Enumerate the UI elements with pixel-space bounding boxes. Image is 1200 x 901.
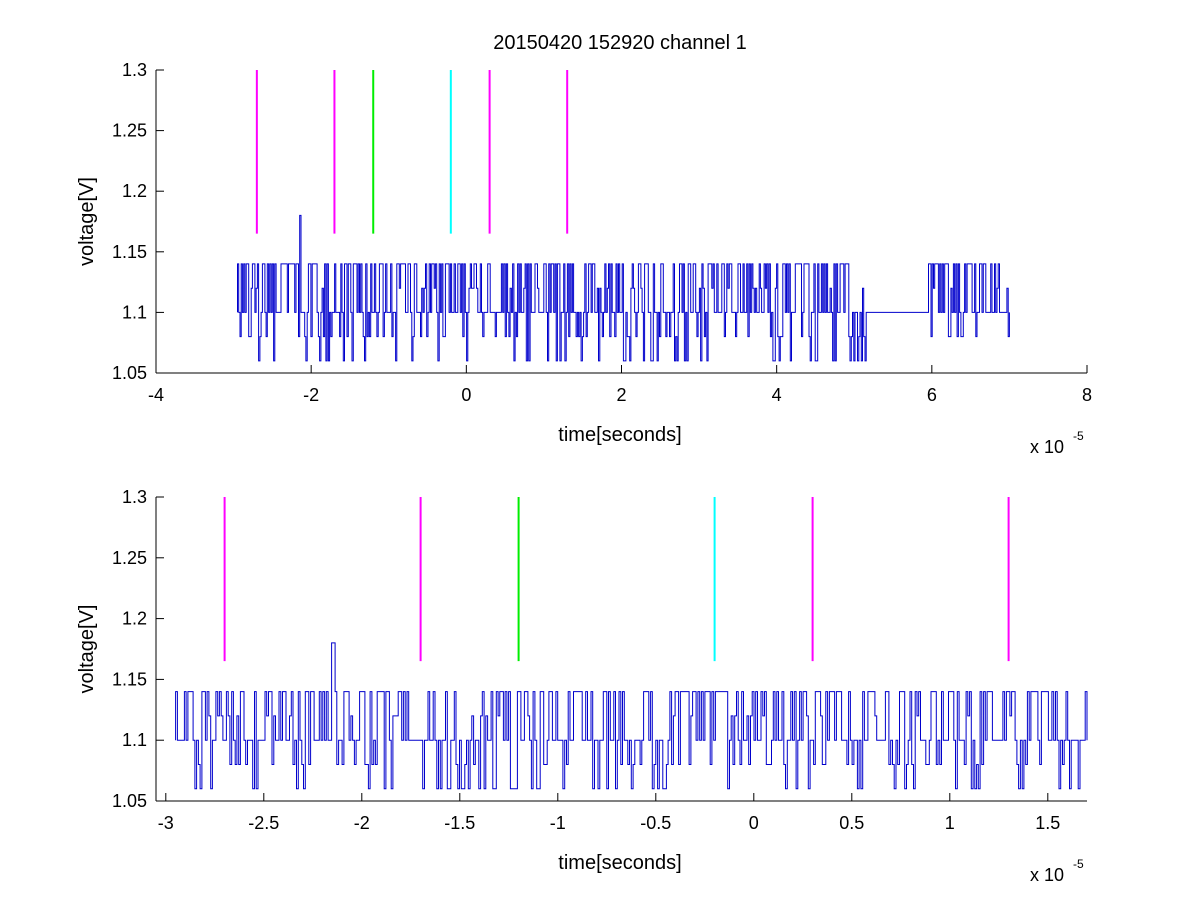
- y-tick-label: 1.25: [112, 121, 147, 141]
- x-tick-label: -2.5: [248, 813, 279, 833]
- x-tick-label: 1: [945, 813, 955, 833]
- x-tick-label: 8: [1082, 385, 1092, 405]
- y-tick-label: 1.1: [122, 302, 147, 322]
- x-multiplier-exponent: -5: [1073, 857, 1084, 871]
- x-multiplier-exponent: -5: [1073, 429, 1084, 443]
- y-axis-label: voltage[V]: [76, 605, 98, 694]
- x-tick-label: -1.5: [444, 813, 475, 833]
- x-tick-label: -1: [550, 813, 566, 833]
- top-plot: -4 -2 0 2 4 6 8 1.05 1.1 1.15 1.2 1.25 1.3 time[secon…: [76, 60, 1092, 457]
- x-tick-label: -0.5: [640, 813, 671, 833]
- y-tick-label: 1.15: [112, 242, 147, 262]
- y-tick-label: 1.2: [122, 181, 147, 201]
- x-tick-label: -2: [354, 813, 370, 833]
- x-tick-label: 6: [927, 385, 937, 405]
- y-tick-label: 1.15: [112, 669, 147, 689]
- y-tick-label: 1.05: [112, 791, 147, 811]
- x-tick-label: -3: [158, 813, 174, 833]
- figure-title: 20150420 152920 channel 1: [493, 32, 747, 54]
- x-tick-label: -4: [148, 385, 164, 405]
- x-multiplier-label: x 10: [1030, 437, 1064, 457]
- x-axis-label: time[seconds]: [558, 852, 681, 874]
- y-tick-label: 1.2: [122, 609, 147, 629]
- x-tick-label: 0: [749, 813, 759, 833]
- x-tick-label: 0: [461, 385, 471, 405]
- x-tick-label: 1.5: [1035, 813, 1060, 833]
- y-tick-label: 1.25: [112, 548, 147, 568]
- y-tick-label: 1.05: [112, 363, 147, 383]
- voltage-trace: [237, 214, 1010, 362]
- x-tick-label: 0.5: [839, 813, 864, 833]
- y-tick-label: 1.1: [122, 730, 147, 750]
- x-tick-label: 4: [772, 385, 782, 405]
- y-tick-label: 1.3: [122, 60, 147, 80]
- x-multiplier-label: x 10: [1030, 865, 1064, 885]
- x-tick-label: 2: [616, 385, 626, 405]
- y-axis-label: voltage[V]: [76, 177, 98, 266]
- voltage-trace: [175, 642, 1088, 790]
- bottom-plot: -3 -2.5 -2 -1.5 -1 -0.5 0 0.5 1 1.5 1.05 1.1 1.15 1.2…: [76, 487, 1088, 885]
- x-tick-label: -2: [303, 385, 319, 405]
- x-axis-label: time[seconds]: [558, 424, 681, 446]
- y-tick-label: 1.3: [122, 487, 147, 507]
